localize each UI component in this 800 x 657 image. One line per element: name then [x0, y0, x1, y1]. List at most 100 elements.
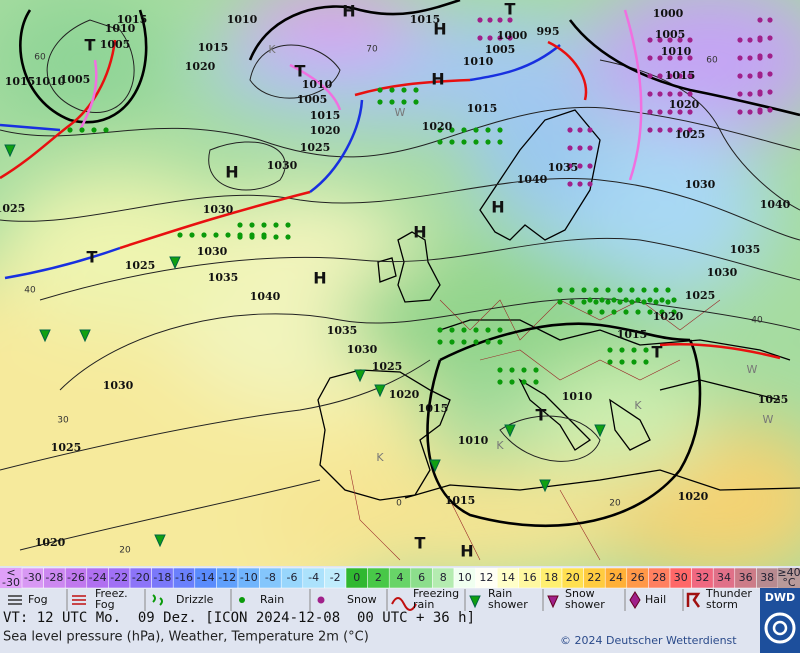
- isotherm-label: 40: [751, 316, 763, 326]
- isobar-label: 1030: [707, 266, 738, 279]
- snow-symbol: [647, 55, 653, 61]
- shower-symbol: [429, 459, 441, 473]
- isobar-label: 1010: [302, 78, 333, 91]
- scale-label: 10: [458, 571, 472, 584]
- rain-symbol: [261, 234, 267, 240]
- rain-symbol: [629, 287, 635, 293]
- isobar-label: 1025: [300, 141, 331, 154]
- isobar-label: 1010: [463, 55, 494, 68]
- snow-symbol: [757, 53, 763, 59]
- pressure-center: T: [85, 36, 96, 55]
- rain-symbol: [611, 309, 617, 315]
- rain-shower-icon: [469, 595, 481, 609]
- scale-label: -28: [45, 571, 63, 584]
- rain-symbol: [599, 309, 605, 315]
- snow-symbol: [487, 17, 493, 23]
- rain-symbol: [497, 339, 503, 345]
- isobar-label: 1005: [655, 28, 686, 41]
- snow-shower-icon: [547, 595, 559, 609]
- legend-label: shower: [488, 598, 528, 611]
- scale-label: 16: [523, 571, 537, 584]
- isobar-label: 1030: [685, 178, 716, 191]
- pressure-center: T: [652, 343, 663, 362]
- snow-symbol: [647, 37, 653, 43]
- scale-label: -18: [153, 571, 171, 584]
- isobar-label: 1015: [418, 402, 449, 415]
- shower-symbol: [154, 534, 166, 548]
- rain-symbol: [569, 287, 575, 293]
- rain-symbol: [641, 299, 647, 305]
- air-mass-label: W: [395, 106, 406, 119]
- scale-label: -22: [110, 571, 128, 584]
- rain-symbol: [607, 347, 613, 353]
- snow-symbol: [577, 181, 583, 187]
- isobar-label: 995: [537, 25, 560, 38]
- scale-label: -16: [175, 571, 193, 584]
- air-mass-label: K: [496, 439, 504, 452]
- isobar-label: 1040: [760, 198, 791, 211]
- rain-symbol: [665, 287, 671, 293]
- scale-label: <: [6, 566, 15, 579]
- isobar-label: 1025: [685, 289, 716, 302]
- isobar-label: 1025: [675, 128, 706, 141]
- shower-symbol: [4, 144, 16, 158]
- isobar-label: 1030: [197, 245, 228, 258]
- scale-label: -24: [89, 571, 107, 584]
- scale-label: 28: [652, 571, 666, 584]
- snow-symbol: [587, 181, 593, 187]
- snow-symbol: [587, 127, 593, 133]
- rain-symbol: [509, 379, 515, 385]
- borders: [349, 299, 721, 561]
- valid-time: VT: 12 UTC Mo. 09 Dez. [ICON 2024-12-08 …: [3, 610, 475, 626]
- rain-symbol: [437, 127, 443, 133]
- snow-symbol: [477, 17, 483, 23]
- snow-symbol: [647, 73, 653, 79]
- air-mass-label: K: [376, 451, 384, 464]
- rain-symbol: [461, 339, 467, 345]
- rain-symbol: [497, 379, 503, 385]
- rain-symbol: [629, 299, 635, 305]
- isobar-label: 1020: [669, 98, 700, 111]
- isobar-label: 1030: [103, 379, 134, 392]
- snow-symbol: [577, 145, 583, 151]
- isobar-label: 1035: [208, 271, 239, 284]
- scale-label: -30: [24, 571, 42, 584]
- shower-symbol: [504, 424, 516, 438]
- rain-symbol: [237, 234, 243, 240]
- rain-symbol: [653, 299, 659, 305]
- isobar-label: 1030: [203, 203, 234, 216]
- scale-label: -10: [240, 571, 258, 584]
- snow-symbol: [747, 37, 753, 43]
- snow-symbol: [657, 91, 663, 97]
- pressure-center: H: [313, 269, 326, 288]
- rain-symbol: [189, 232, 195, 238]
- scale-label: -20: [132, 571, 150, 584]
- shower-symbol: [539, 479, 551, 493]
- snow-symbol: [677, 55, 683, 61]
- scale-cell: [778, 568, 800, 588]
- isobar-label: 1000: [653, 7, 684, 20]
- isobar-label: 1025: [0, 202, 25, 215]
- legend-label: Rain: [260, 593, 284, 606]
- legend-label: Rain: [488, 587, 512, 600]
- scale-label: ≥40: [777, 566, 800, 579]
- shower-symbol: [594, 424, 606, 438]
- rain-symbol: [497, 367, 503, 373]
- isotherm-label: 30: [57, 416, 69, 426]
- rain-symbol: [201, 232, 207, 238]
- snow-symbol: [687, 73, 693, 79]
- isotherm-label: 0: [396, 499, 402, 509]
- snow-symbol: [747, 91, 753, 97]
- rain-symbol: [461, 327, 467, 333]
- isobar-label: 1020: [678, 490, 709, 503]
- snow-symbol: [567, 181, 573, 187]
- snow-symbol: [647, 91, 653, 97]
- rain-symbol: [497, 327, 503, 333]
- snow-symbol: [497, 35, 503, 41]
- isobar-label: 1015: [665, 69, 696, 82]
- legend-label: Hail: [645, 593, 666, 606]
- isobar-label: 1035: [730, 243, 761, 256]
- color-scale: <-30 -30 -28 -26 -24 -22 -20 -18 -16 -14 -12 -10 -8-…: [0, 566, 800, 589]
- rain-symbol: [473, 127, 479, 133]
